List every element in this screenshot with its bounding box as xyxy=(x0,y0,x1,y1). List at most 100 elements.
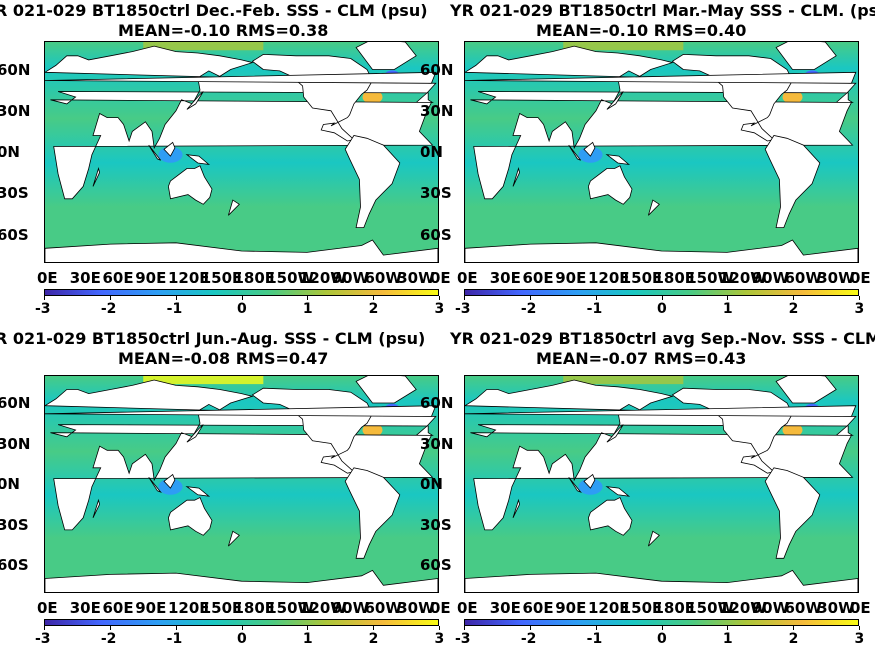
lon-tick-label: 60E xyxy=(522,599,554,617)
land-mass xyxy=(465,569,858,592)
colorbar-tick-label: 1 xyxy=(302,631,313,647)
lon-tick-label: 90W xyxy=(331,269,370,287)
lon-tick-label: 60E xyxy=(522,269,554,287)
colorbar-tick-label: -2 xyxy=(100,301,117,317)
land-mass xyxy=(648,199,660,216)
lon-tick-label: 90E xyxy=(555,599,587,617)
land-mass xyxy=(185,154,211,165)
lon-tick-label: 120W xyxy=(719,269,767,287)
colorbar-tick xyxy=(373,626,375,630)
lat-tick-label: 0N xyxy=(420,475,443,493)
colorbar-tick-label: -1 xyxy=(586,301,603,317)
lon-tick-label: 150E xyxy=(200,599,243,617)
colorbar-tick xyxy=(175,626,177,630)
lon-tick-label: 120E xyxy=(588,269,630,287)
lat-tick-label: 60N xyxy=(0,60,31,79)
colorbar-tick-label: -2 xyxy=(100,631,117,647)
lat-tick-label: 0N xyxy=(0,475,20,493)
colorbar-tick-label: 2 xyxy=(368,631,379,647)
land-mass xyxy=(764,467,821,559)
sss-field xyxy=(465,376,858,592)
land-mass xyxy=(355,376,417,404)
colorbar-tick-label: 1 xyxy=(722,301,733,317)
colorbar-tick-label: 0 xyxy=(237,301,247,317)
arctic-anomaly xyxy=(563,376,684,385)
lat-tick-label: 30N xyxy=(420,101,454,120)
lon-tick-label: 150E xyxy=(620,269,663,287)
colorbar-tick xyxy=(661,296,663,300)
panel-title: R 021-029 BT1850ctrl Jun.-Aug. SSS - CLM… xyxy=(0,329,426,348)
land-mass xyxy=(775,376,837,404)
lon-tick-label: 120W xyxy=(299,599,347,617)
colorbar-tick-label: 2 xyxy=(788,631,799,647)
land-mass xyxy=(185,486,211,497)
colorbar-tick-label: -2 xyxy=(520,631,537,647)
colorbar-tick xyxy=(595,296,597,300)
lon-tick-label: 60E xyxy=(102,269,134,287)
lon-tick-label: 180E xyxy=(653,269,696,287)
land-mass xyxy=(605,486,631,497)
gulfstream-anomaly xyxy=(782,423,803,437)
arctic-anomaly xyxy=(143,376,264,385)
colorbar-tick xyxy=(241,296,243,300)
gulfstream-anomaly xyxy=(362,423,383,437)
colorbar-tick xyxy=(373,296,375,300)
sss-map xyxy=(44,375,439,593)
colorbar-tick xyxy=(727,626,729,630)
panel-title: YR 021-029 BT1850ctrl Mar.-May SSS - CLM… xyxy=(450,1,875,20)
lon-tick-label: 150W xyxy=(266,599,315,617)
panel-stats: MEAN=-0.10 RMS=0.40 xyxy=(536,21,747,40)
arctic-anomaly xyxy=(143,42,264,51)
land-mass xyxy=(583,473,596,489)
colorbar-tick xyxy=(307,626,309,630)
land-mass xyxy=(167,165,213,205)
lon-tick-label: 0E xyxy=(37,599,58,617)
lat-tick-label: 60N xyxy=(0,394,31,412)
lon-tick-label: 120E xyxy=(168,599,210,617)
colorbar-tick-label: 0 xyxy=(657,631,667,647)
lon-tick-label: 30E xyxy=(489,599,521,617)
lon-tick-label: 120E xyxy=(588,599,630,617)
land-mass xyxy=(45,405,437,417)
panel-stats: MEAN=-0.10 RMS=0.38 xyxy=(118,21,329,40)
colorbar-tick-label: 3 xyxy=(854,631,865,647)
land-mass xyxy=(568,144,582,161)
lon-tick-label: 30E xyxy=(69,269,101,287)
land-mass xyxy=(775,42,837,70)
lon-tick-label: 30W xyxy=(397,269,435,287)
lon-tick-label: 180E xyxy=(233,599,276,617)
lat-tick-label: 30S xyxy=(0,515,29,534)
colorbar-tick xyxy=(44,626,45,630)
lon-tick-label: 90E xyxy=(135,599,167,617)
lat-tick-label: 0N xyxy=(0,143,20,161)
lon-tick-label: 30E xyxy=(489,269,521,287)
land-mass xyxy=(228,530,240,547)
lat-tick-label: 0N xyxy=(420,143,443,161)
lon-tick-label: 0E xyxy=(850,269,871,287)
lon-tick-label: 120E xyxy=(168,269,210,287)
lon-tick-label: 30W xyxy=(397,599,435,617)
lon-tick-label: 180E xyxy=(233,269,276,287)
colorbar-tick xyxy=(439,626,440,630)
colorbar-tick-label: -3 xyxy=(455,631,471,647)
lon-tick-label: 60E xyxy=(102,599,134,617)
colorbar-tick-label: 0 xyxy=(237,631,247,647)
panel-title: R 021-029 BT1850ctrl Dec.-Feb. SSS - CLM… xyxy=(0,1,428,20)
lon-tick-label: 30E xyxy=(69,599,101,617)
lon-tick-label: 0E xyxy=(457,269,478,287)
colorbar-tick xyxy=(661,626,663,630)
land-mass xyxy=(186,91,204,110)
colorbar-tick xyxy=(529,626,531,630)
colorbar-tick-label: -2 xyxy=(520,301,537,317)
colorbar-tick xyxy=(175,296,177,300)
panel-stats: MEAN=-0.07 RMS=0.43 xyxy=(536,349,747,368)
colorbar-tick xyxy=(307,296,309,300)
lat-tick-label: 30N xyxy=(0,434,31,453)
lon-tick-label: 0E xyxy=(430,599,451,617)
colorbar-tick xyxy=(727,296,729,300)
lat-tick-label: 60S xyxy=(420,225,452,244)
gulfstream-anomaly xyxy=(362,90,383,104)
colorbar-tick xyxy=(464,626,465,630)
lon-tick-label: 30W xyxy=(817,269,855,287)
lat-tick-label: 60S xyxy=(0,556,29,574)
